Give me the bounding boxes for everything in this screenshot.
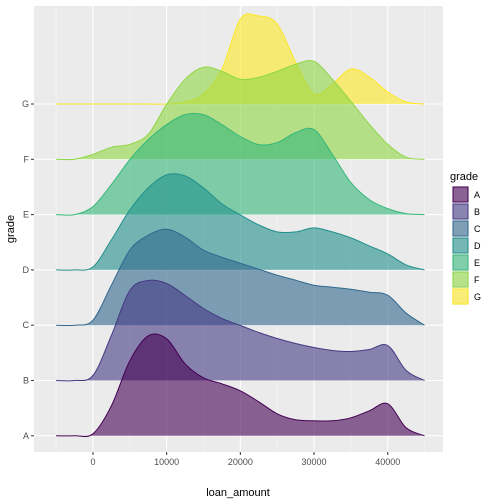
y-tick-label-D: D	[23, 265, 30, 275]
y-tick-label-B: B	[23, 376, 29, 386]
legend-label-C: C	[474, 224, 481, 234]
ridge-line-F	[56, 59, 425, 161]
x-tick-label: 20000	[228, 457, 253, 467]
y-tick-label-F: F	[24, 154, 30, 164]
ridge-area-A	[56, 333, 425, 437]
legend-label-B: B	[474, 207, 480, 217]
y-axis-title: grade	[5, 215, 17, 243]
y-axis-ticks: A B C D E F G	[22, 99, 34, 441]
legend-swatch-F	[452, 271, 469, 288]
legend-swatch-A	[452, 186, 469, 203]
legend-swatch-C	[452, 220, 469, 237]
x-tick-label: 10000	[154, 457, 179, 467]
legend-label-E: E	[474, 258, 480, 268]
y-tick-label-C: C	[23, 320, 30, 330]
ridge-line-C	[56, 228, 425, 327]
x-tick-label: 30000	[302, 457, 327, 467]
x-tick-label: 0	[90, 457, 95, 467]
legend-swatch-B	[452, 203, 469, 220]
x-tick-label: 40000	[375, 457, 400, 467]
x-axis-title: loan_amount	[206, 487, 270, 499]
ridge-line-E	[56, 112, 425, 216]
ridge-line-B	[56, 279, 425, 382]
ridge-area-G	[56, 13, 425, 105]
legend-swatch-E	[452, 254, 469, 271]
ridge-line-G	[56, 13, 425, 105]
legend-label-A: A	[474, 190, 480, 200]
ridge-line-A	[56, 333, 425, 438]
legend-label-G: G	[474, 292, 481, 302]
legend-label-F: F	[474, 275, 480, 285]
y-tick-label-E: E	[23, 210, 29, 220]
ridge-line-D	[56, 173, 425, 271]
y-tick-label-A: A	[23, 431, 29, 441]
legend-title: grade	[450, 171, 478, 183]
x-axis-ticks: 0 10000 20000 30000 40000	[90, 452, 400, 467]
legend-swatch-G	[452, 288, 469, 305]
density-ridges	[56, 13, 425, 438]
legend-label-D: D	[474, 241, 481, 251]
legend-swatch-D	[452, 237, 469, 254]
y-tick-label-G: G	[22, 99, 29, 109]
